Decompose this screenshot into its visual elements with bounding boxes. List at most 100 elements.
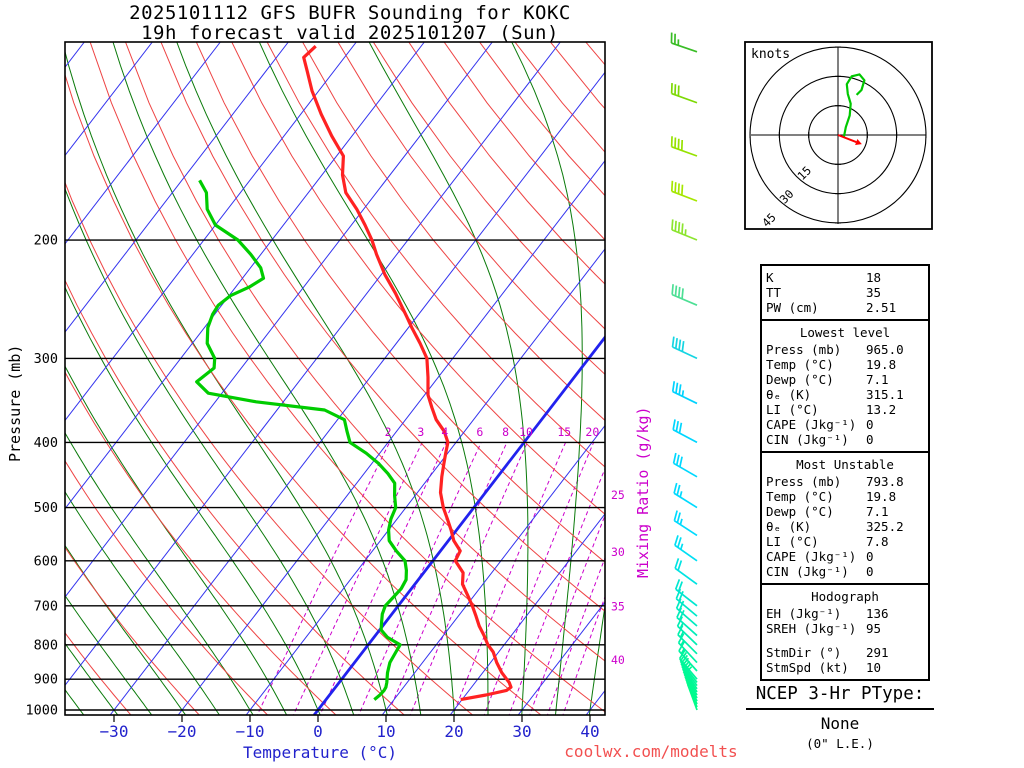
- stat-label: Dewp (°C): [766, 372, 834, 387]
- pressure-tick-label: 1000: [25, 703, 58, 719]
- pressure-tick-label: 600: [34, 553, 58, 569]
- stat-value: 19.8: [866, 357, 897, 372]
- moist-adiabat-line: [368, 42, 529, 715]
- stat-label: CAPE (Jkg⁻¹): [766, 417, 857, 432]
- stat-label: PW (cm): [766, 300, 819, 315]
- pressure-tick-label: 900: [34, 672, 58, 688]
- stat-value: 95: [866, 621, 882, 636]
- indices-box: K 18 TT 35 PW (cm) 2.51: [760, 264, 930, 321]
- mixing-ratio-value-label: 15: [557, 425, 571, 439]
- dry-adiabat-line: [124, 42, 605, 662]
- stats-section-hodograph: Hodograph EH (Jkg⁻¹) 136 SREH (Jkg⁻¹) 95 StmD…: [760, 583, 930, 681]
- moist-adiabat-line: [176, 42, 455, 715]
- watermark: coolwx.com/modelts: [564, 742, 737, 761]
- ptype-note: (0" L.E.): [806, 736, 874, 751]
- stat-row: CAPE (Jkg⁻¹) 0: [766, 549, 924, 564]
- wind-barb: [670, 180, 698, 202]
- wind-barb: [672, 419, 698, 444]
- stat-value: 965.0: [866, 342, 904, 357]
- stat-value: 13.2: [866, 402, 897, 417]
- wind-barb: [676, 616, 698, 646]
- stat-row: Press (mb) 965.0: [766, 342, 924, 357]
- wind-barb: [670, 32, 698, 53]
- dry-adiabat-line: [65, 632, 132, 715]
- wind-barb: [670, 136, 698, 157]
- dewpoint-profile-curve: [195, 179, 408, 701]
- stat-value: 35: [866, 285, 882, 300]
- dry-adiabat-line: [302, 42, 605, 422]
- mixing-ratio-value-label: 25: [611, 488, 625, 502]
- moist-adiabat-line: [588, 602, 605, 715]
- wind-barb: [671, 219, 698, 241]
- stat-value: 7.8: [866, 534, 889, 549]
- mixing-ratio-value-label: 40: [611, 653, 625, 667]
- wind-barb: [674, 535, 698, 562]
- isotherm-line: [65, 42, 221, 245]
- chart-title-line1: 2025101112 GFS BUFR Sounding for KOKC: [129, 2, 571, 24]
- stat-row: LI (°C) 13.2: [766, 402, 924, 417]
- mixing-ratio-value-label: 3: [417, 425, 424, 439]
- dry-adiabat-line: [266, 42, 605, 468]
- mixing-ratio-line: [483, 442, 595, 715]
- stat-label: Dewp (°C): [766, 504, 834, 519]
- stat-value: 7.1: [866, 372, 889, 387]
- stat-row: EH (Jkg⁻¹) 136: [766, 606, 924, 621]
- dry-adiabat-line: [443, 42, 605, 241]
- moist-adiabat-line: [65, 187, 355, 715]
- plot-border: [64, 41, 606, 716]
- pressure-tick-label: 400: [34, 435, 58, 451]
- stat-row: SREH (Jkg⁻¹) 95: [766, 621, 924, 636]
- mixing-ratio-value-label: 20: [585, 425, 599, 439]
- temperature-profile-curve: [302, 45, 513, 702]
- isotherm-line: [65, 42, 493, 598]
- stat-label: Temp (°C): [766, 489, 834, 504]
- mixing-ratio-value-label: 8: [502, 425, 509, 439]
- wind-barb: [670, 83, 698, 104]
- stat-row: θₑ (K) 315.1: [766, 387, 924, 402]
- dry-adiabat-line: [337, 42, 605, 376]
- mixing-ratio-line: [508, 467, 605, 715]
- stat-value: 7.1: [866, 504, 889, 519]
- stat-value: 19.8: [866, 489, 897, 504]
- stat-label: K: [766, 270, 774, 285]
- mixing-ratio-line: [256, 442, 391, 715]
- mixing-ratio-value-label: 2: [385, 425, 392, 439]
- mixing-ratio-value-label: 30: [611, 545, 625, 559]
- pressure-tick-label: 300: [34, 351, 58, 367]
- stat-value: 315.1: [866, 387, 904, 402]
- chart-title-line2: 19h forecast valid 2025101207 (Sun): [141, 22, 559, 44]
- stat-value: 0: [866, 564, 874, 579]
- stat-label: EH (Jkg⁻¹): [766, 606, 842, 621]
- stat-value: 0: [866, 549, 874, 564]
- wind-barb: [674, 579, 698, 607]
- stat-row: CIN (Jkg⁻¹) 0: [766, 432, 924, 447]
- isotherm-line: [245, 248, 605, 715]
- stat-row: Dewp (°C) 7.1: [766, 372, 924, 387]
- stat-value: 2.51: [866, 300, 897, 315]
- wind-barb: [673, 510, 698, 537]
- isotherm-line: [109, 71, 605, 715]
- stats-panel: K 18 TT 35 PW (cm) 2.51 Lowest level Press (mb…: [760, 264, 930, 681]
- wind-barb: [671, 336, 698, 360]
- stat-label: StmSpd (kt): [766, 660, 849, 675]
- dry-adiabat-line: [65, 73, 542, 715]
- isotherm-line: [65, 42, 289, 333]
- isotherm-line: [381, 424, 605, 715]
- isotherm-line: [65, 42, 561, 687]
- dry-adiabat-line: [160, 42, 605, 612]
- moist-adiabat-line: [65, 286, 321, 715]
- stat-label: Press (mb): [766, 342, 842, 357]
- wind-barb: [672, 452, 698, 478]
- wind-barb-column: [670, 32, 698, 711]
- stat-label: θₑ (K): [766, 387, 812, 402]
- stat-value: 0: [866, 417, 874, 432]
- dry-adiabat-line: [65, 279, 405, 715]
- stat-value: 10: [866, 660, 882, 675]
- mixing-ratio-line: [319, 442, 447, 715]
- stat-row: TT 35: [766, 285, 924, 300]
- stat-row: CIN (Jkg⁻¹) 0: [766, 564, 924, 579]
- moist-adiabat-line: [65, 49, 388, 715]
- wind-barb: [671, 381, 698, 405]
